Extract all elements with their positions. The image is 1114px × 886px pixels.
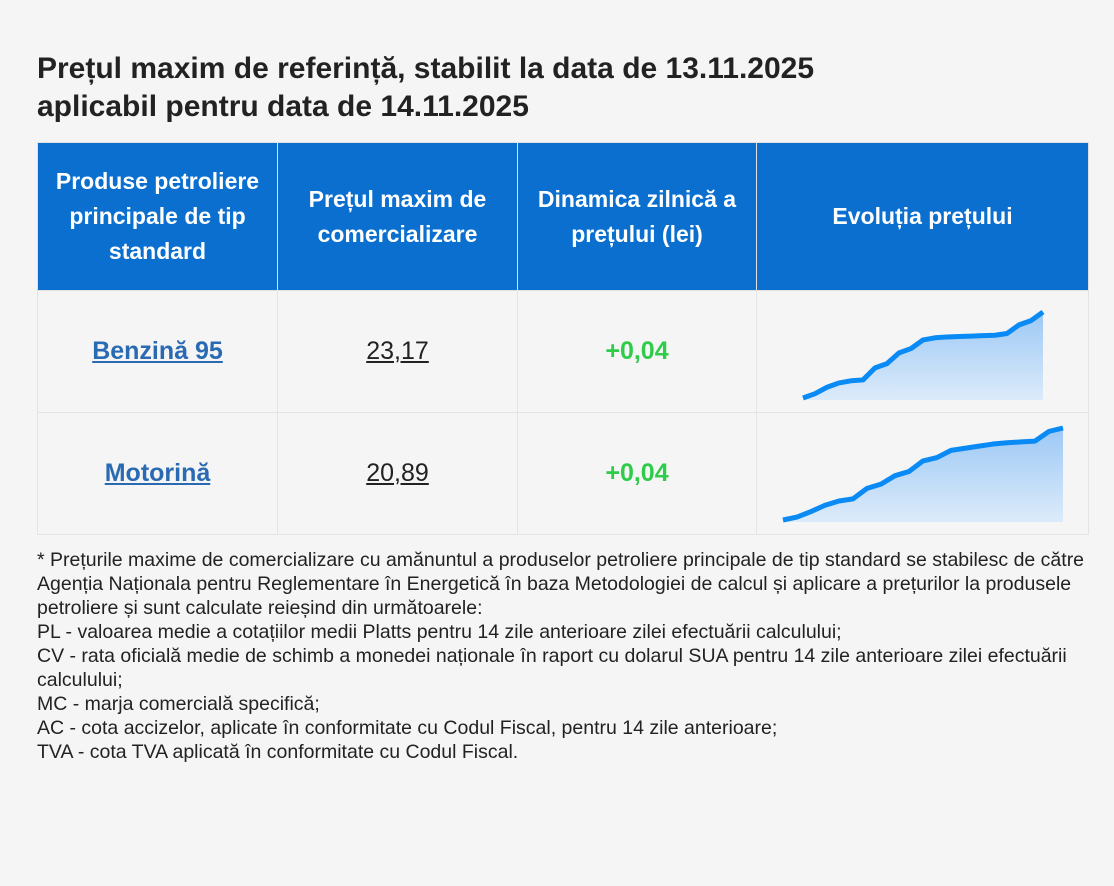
header-dynamics: Dinamica zilnică a prețului (lei) [517,142,757,291]
table-row: Motorină 20,89 +0,04 [37,412,1089,535]
sparkline-line [782,425,1064,522]
note-line: TVA - cota TVA aplicată în conformitate … [37,741,519,763]
title-line: aplicabil pentru data de 14.11.2025 [37,90,529,123]
price-sparkline [802,309,1045,400]
table-row: Benzină 95 23,17 +0,04 [37,290,1089,413]
price-sparkline [782,425,1064,522]
note-line: PL - valoarea medie a cotațiilor medii P… [37,621,842,643]
note-line: * Prețurile maxime de comercializare cu … [37,549,1085,619]
title-line: Prețul maxim de referință, stabilit la d… [37,52,815,85]
header-price: Prețul maxim de comercializare [277,142,518,291]
product-link[interactable]: Benzină 95 [92,337,223,365]
price-value: 20,89 [366,459,429,487]
page-title: Prețul maxim de referință, stabilit la d… [37,50,1097,126]
sparkline-area [783,427,1063,522]
sparkline-line [802,309,1045,400]
product-link[interactable]: Motorină [104,459,211,487]
price-value: 23,17 [366,337,429,365]
footnote: * Prețurile maxime de comercializare cu … [37,548,1097,764]
header-evolution: Evoluția prețului [756,142,1089,291]
header-product: Produse petroliere principale de tip sta… [37,142,278,291]
note-line: CV - rata oficială medie de schimb a mon… [37,645,1067,691]
price-change: +0,04 [605,337,669,365]
price-change: +0,04 [605,459,669,487]
note-line: MC - marja comercială specifică; [37,693,320,715]
sparkline-area [803,311,1043,400]
note-line: AC - cota accizelor, aplicate în conform… [37,717,778,739]
price-table: Produse petroliere principale de tip sta… [37,142,1089,535]
